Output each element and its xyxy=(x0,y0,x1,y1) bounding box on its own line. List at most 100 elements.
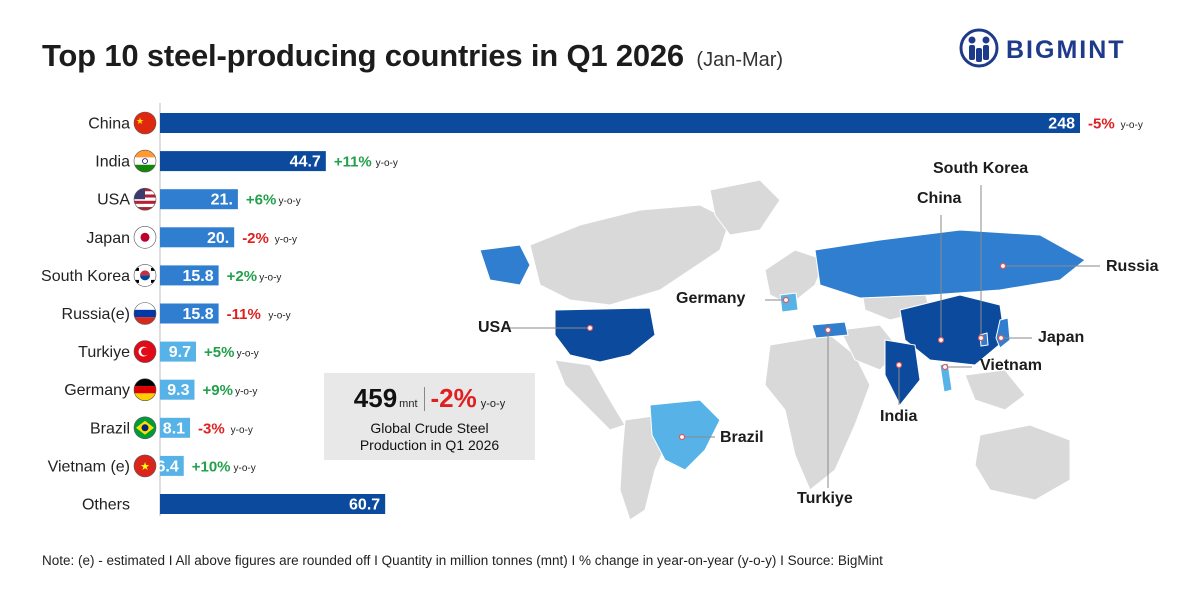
map-label-south-korea: South Korea xyxy=(933,160,1029,177)
bar-india xyxy=(160,151,326,172)
marker-vietnam xyxy=(941,363,949,371)
map-alaska xyxy=(479,244,531,286)
yoy-change-china: -5% xyxy=(1088,116,1115,133)
marker-japan xyxy=(997,334,1005,342)
vietnam-flag-icon: ★ xyxy=(133,454,157,478)
yoy-change-germany: +9% xyxy=(203,382,233,399)
map-china xyxy=(899,294,1006,366)
marker-russia xyxy=(999,262,1007,270)
map-label-japan: Japan xyxy=(1038,329,1085,346)
summary-change: -2% xyxy=(430,383,477,413)
summary-headline: 459 mnt -2% y-o-y xyxy=(324,383,535,414)
summary-change-suffix: y-o-y xyxy=(480,398,506,410)
map-label-usa: USA xyxy=(478,319,512,336)
category-label-germany: Germany xyxy=(64,382,130,399)
summary-label: Global Crude Steel Production in Q1 2026 xyxy=(324,420,535,454)
bar-usa xyxy=(160,189,238,210)
bar-germany xyxy=(160,379,195,400)
brand-logo: BIGMINT xyxy=(958,28,1158,68)
marker-germany xyxy=(782,296,790,304)
svg-text:★: ★ xyxy=(136,117,144,127)
value-label-brazil: 8.1 xyxy=(163,420,185,437)
global-production-summary: 459 mnt -2% y-o-y Global Crude Steel Product… xyxy=(324,373,535,460)
bar-china xyxy=(160,113,1080,133)
map-label-india: India xyxy=(880,408,918,425)
russia-flag-icon xyxy=(133,302,157,325)
map-russia xyxy=(814,229,1086,299)
china-flag-icon: ★ xyxy=(133,111,157,135)
category-label-usa: USA xyxy=(97,192,130,209)
map-greenland xyxy=(709,179,781,236)
bar-south-korea xyxy=(160,265,219,286)
yoy-change-brazil: -3% xyxy=(198,420,225,437)
footer-note: Note: (e) - estimated I All above figure… xyxy=(42,553,883,568)
value-label-russia-e: 15.8 xyxy=(182,306,213,323)
summary-value: 459 xyxy=(353,383,398,413)
yoy-suffix-brazil: y-o-y xyxy=(231,425,253,436)
yoy-suffix-germany: y-o-y xyxy=(235,387,257,398)
map-canada xyxy=(529,204,731,306)
marker-south-korea xyxy=(977,334,985,342)
yoy-suffix-usa: y-o-y xyxy=(279,196,301,207)
india-flag-icon xyxy=(133,149,157,173)
marker-usa xyxy=(586,324,594,332)
yoy-suffix-russia-e: y-o-y xyxy=(268,311,290,322)
map-label-china: China xyxy=(917,190,962,207)
summary-divider xyxy=(423,387,425,411)
value-label-turkiye: 9.7 xyxy=(169,344,191,361)
value-label-south-korea: 15.8 xyxy=(182,268,213,285)
bigmint-logo-icon xyxy=(959,28,999,68)
yoy-change-south-korea: +2% xyxy=(227,268,257,285)
bar-chart: China ★ 248 -5% y-o-y India 44.7 +11% y-o-y USA 21… xyxy=(41,103,1143,516)
bar-others xyxy=(160,494,386,514)
category-label-south-korea: South Korea xyxy=(41,268,130,285)
brand-name: BIGMINT xyxy=(1006,36,1126,64)
yoy-change-usa: +6% xyxy=(246,192,276,209)
category-label-vietnam-e: Vietnam (e) xyxy=(48,458,130,475)
marker-turkiye xyxy=(824,326,832,334)
marker-india xyxy=(895,361,903,369)
map-vietnam xyxy=(939,362,953,393)
title-text: Top 10 steel-producing countries in Q1 2… xyxy=(42,38,684,73)
south-korea-flag-icon xyxy=(133,264,157,287)
yoy-suffix-turkiye: y-o-y xyxy=(237,349,259,360)
yoy-change-india: +11% xyxy=(334,154,372,171)
map-germany xyxy=(779,292,799,313)
chart-title: Top 10 steel-producing countries in Q1 2… xyxy=(42,38,783,74)
bar-turkiye xyxy=(160,341,196,362)
usa-flag-icon xyxy=(133,187,157,211)
map-africa xyxy=(764,334,871,491)
summary-unit: mnt xyxy=(399,398,418,410)
map-brazil xyxy=(649,399,721,471)
summary-label-line1: Global Crude Steel xyxy=(370,420,489,436)
yoy-change-vietnam-e: +10% xyxy=(192,458,231,475)
yoy-change-russia-e: -11% xyxy=(227,306,261,323)
map-mexico-central xyxy=(554,359,626,431)
category-label-japan: Japan xyxy=(86,230,130,247)
map-label-germany: Germany xyxy=(676,290,746,307)
category-label-india: India xyxy=(95,154,130,171)
map-india xyxy=(884,339,921,406)
map-label-turkiye: Turkiye xyxy=(797,490,853,507)
yoy-suffix-south-korea: y-o-y xyxy=(259,272,281,283)
category-label-china: China xyxy=(88,116,130,133)
value-label-india: 44.7 xyxy=(290,154,321,171)
map-europe xyxy=(764,249,826,306)
yoy-change-turkiye: +5% xyxy=(204,344,234,361)
brazil-flag-icon xyxy=(133,416,157,440)
marker-china xyxy=(937,336,945,344)
value-label-others: 60.7 xyxy=(349,497,380,514)
category-label-turkiye: Turkiye xyxy=(78,344,130,361)
map-markers xyxy=(586,262,1007,441)
yoy-change-japan: -2% xyxy=(242,230,269,247)
yoy-suffix-india: y-o-y xyxy=(376,158,398,169)
value-label-china: 248 xyxy=(1048,116,1075,133)
map-label-vietnam: Vietnam xyxy=(980,357,1042,374)
map-label-brazil: Brazil xyxy=(720,429,764,446)
bar-russia-e xyxy=(160,303,219,324)
bar-brazil xyxy=(160,417,191,438)
bar-japan xyxy=(160,227,235,248)
svg-text:★: ★ xyxy=(140,460,150,473)
turkiye-flag-icon xyxy=(133,340,157,363)
yoy-suffix-japan: y-o-y xyxy=(275,234,297,245)
